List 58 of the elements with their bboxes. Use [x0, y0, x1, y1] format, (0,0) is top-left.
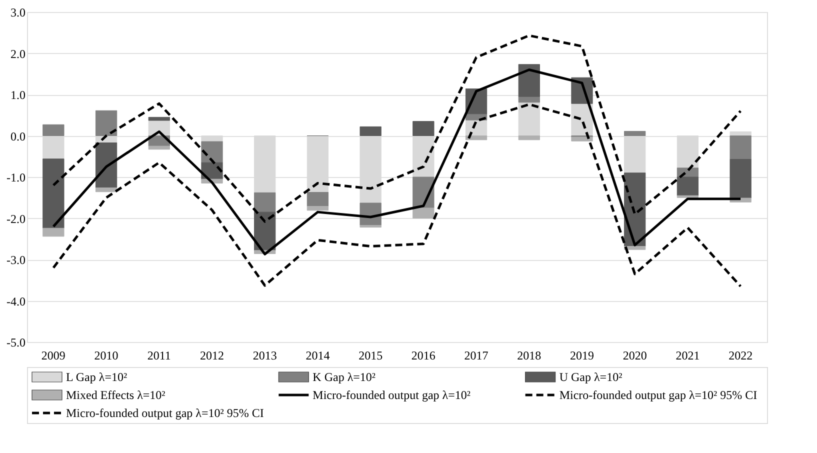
x-tick-label: 2016: [411, 348, 436, 362]
bar: [518, 136, 540, 140]
y-tick-label: 0.0: [10, 129, 26, 144]
x-tick-label: 2011: [147, 348, 171, 362]
line-series: [52, 103, 742, 288]
y-tick-label: -5.0: [6, 336, 26, 350]
y-tick-label: -2.0: [6, 212, 26, 226]
x-tick-label: 2017: [464, 348, 488, 362]
bar: [360, 225, 382, 228]
bar: [360, 126, 382, 136]
bar: [412, 121, 434, 136]
bar: [42, 158, 64, 228]
legend-label: Micro-founded output gap λ=10² 95% CI: [559, 388, 758, 402]
y-tick-label: -3.0: [6, 253, 26, 267]
bar: [412, 208, 434, 218]
bar: [95, 142, 118, 188]
legend-label: K Gap λ=10²: [312, 370, 376, 384]
x-tick-label: 2020: [622, 348, 647, 362]
bar: [306, 206, 329, 211]
bar: [254, 192, 276, 212]
y-tick-label: 2.0: [10, 46, 26, 61]
x-tick-label: 2021: [676, 348, 700, 362]
x-tick-label: 2019: [570, 348, 594, 362]
bar: [676, 176, 699, 196]
legend-label: U Gap λ=10²: [559, 370, 623, 384]
legend-label: Mixed Effects λ=10²: [66, 388, 166, 402]
bar: [624, 130, 646, 136]
bar: [571, 136, 593, 142]
bar: [95, 110, 118, 136]
legend-label: L Gap λ=10²: [66, 370, 128, 384]
y-tick-label: 3.0: [10, 6, 26, 20]
x-tick-label: 2012: [200, 348, 224, 362]
bar: [148, 146, 170, 150]
line-series: [52, 34, 742, 223]
legend-label: Micro-founded output gap λ=10²: [312, 388, 471, 402]
x-tick-label: 2014: [306, 348, 330, 362]
x-tick-label: 2013: [252, 348, 277, 362]
line-series: [52, 68, 742, 256]
x-tick-label: 2015: [358, 348, 383, 362]
bar: [148, 116, 170, 121]
x-tick-label: 2010: [94, 348, 118, 362]
legend-label: Micro-founded output gap λ=10² 95% CI: [66, 406, 264, 420]
bar: [42, 228, 64, 237]
bar: [306, 192, 329, 207]
y-tick-label: -1.0: [6, 170, 26, 184]
bar: [518, 64, 540, 97]
bar: [42, 124, 64, 136]
x-tick-label: 2022: [728, 348, 753, 362]
bar: [730, 159, 752, 198]
bar: [201, 141, 223, 163]
bar: [676, 195, 699, 198]
bar: [518, 102, 540, 136]
bar: [730, 136, 752, 160]
x-tick-label: 2018: [517, 348, 542, 362]
y-tick-label: -4.0: [6, 294, 26, 308]
y-tick-label: 1.0: [10, 88, 26, 102]
bar: [95, 187, 118, 192]
x-tick-label: 2009: [41, 348, 66, 362]
